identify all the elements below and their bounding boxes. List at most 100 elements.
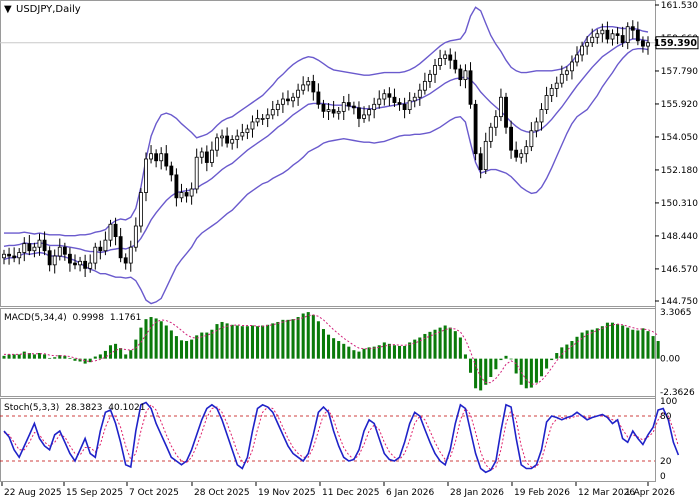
candle — [417, 83, 422, 106]
candle — [57, 238, 62, 261]
macd-bar — [387, 343, 391, 359]
candle — [483, 132, 488, 174]
macd-bar — [215, 324, 219, 359]
candle — [544, 86, 549, 115]
macd-bar — [174, 336, 178, 359]
macd-bar — [32, 354, 36, 359]
candle — [93, 242, 98, 270]
macd-bar — [357, 351, 361, 359]
macd-bar — [392, 345, 396, 359]
macd-bar — [17, 354, 21, 359]
macd-bar — [621, 325, 625, 359]
candle — [620, 26, 625, 47]
candle — [468, 62, 473, 109]
candle — [590, 28, 595, 47]
candle — [367, 105, 372, 122]
stoch-main-line — [3, 401, 680, 474]
macd-bar — [164, 325, 168, 359]
price-axis-tick-label: 161.530 — [661, 1, 698, 11]
macd-bar — [382, 342, 386, 359]
candle — [291, 92, 295, 108]
candle — [433, 58, 437, 83]
candle — [357, 101, 361, 128]
candle — [554, 76, 559, 98]
candle — [118, 227, 123, 263]
macd-bar — [342, 343, 346, 359]
candle — [250, 115, 255, 138]
macd-bar — [550, 358, 554, 361]
macd-bar — [108, 345, 113, 359]
macd-bar — [428, 331, 432, 359]
macd-bar — [129, 350, 133, 359]
candle — [397, 98, 402, 111]
bollinger-middle-line — [3, 38, 649, 254]
candle — [103, 231, 108, 256]
macd-title-name: MACD(5,34,4) — [4, 313, 67, 323]
price-axis-tick-label: 146.570 — [661, 265, 698, 275]
macd-bar — [448, 327, 452, 359]
macd-bar — [605, 322, 609, 359]
candle — [108, 219, 113, 247]
candle — [68, 247, 72, 272]
candle — [316, 83, 321, 109]
macd-bar — [235, 325, 239, 359]
candle — [585, 36, 590, 55]
macd-bar — [73, 358, 77, 361]
candle — [514, 141, 519, 162]
macd-bar — [570, 341, 574, 359]
macd-histogram — [2, 312, 660, 391]
macd-bar — [403, 345, 407, 359]
candle — [255, 109, 260, 127]
candle — [453, 51, 458, 74]
candle — [230, 135, 235, 150]
price-panel — [0, 0, 656, 307]
macd-bar — [534, 358, 538, 383]
candle — [346, 93, 351, 111]
macd-bar — [321, 329, 325, 359]
candle — [372, 97, 377, 119]
macd-bar — [286, 319, 290, 359]
x-axis-tick-label: 1 Apr 2026 — [625, 488, 675, 498]
stoch-axis-tick-label: 80 — [660, 412, 672, 422]
candle — [448, 48, 453, 69]
macd-bar — [636, 330, 640, 359]
dropdown-arrow-icon[interactable]: ▼ — [4, 4, 12, 15]
macd-bar — [474, 358, 478, 389]
candle — [27, 235, 32, 256]
macd-bar — [169, 330, 173, 359]
candle — [534, 117, 539, 138]
price-chart-title: USDJPY,Daily — [16, 4, 81, 15]
macd-bar — [220, 321, 224, 359]
macd-bar — [93, 356, 97, 359]
macd-bar — [306, 312, 310, 359]
candle — [265, 108, 270, 128]
x-axis-tick-label: 19 Feb 2026 — [514, 488, 570, 498]
candle — [407, 92, 412, 115]
macd-bar — [154, 318, 158, 359]
macd-bar — [225, 323, 229, 359]
candle — [52, 249, 57, 274]
macd-bar — [301, 313, 305, 359]
candle — [478, 147, 483, 179]
x-axis-tick-label: 6 Jan 2026 — [386, 488, 434, 498]
stochastic-lines — [0, 401, 680, 474]
candle — [331, 100, 336, 118]
macd-bar — [185, 341, 189, 359]
macd-bar — [22, 351, 26, 359]
macd-bar — [68, 357, 72, 359]
x-axis-tick-label: 15 Sep 2025 — [66, 488, 123, 498]
macd-bar — [377, 345, 381, 359]
candle — [62, 242, 67, 261]
stoch-axis-tick-label: 100 — [660, 397, 677, 407]
candle — [321, 99, 326, 118]
x-axis-tick-label: 22 Aug 2025 — [4, 488, 62, 498]
macd-bar — [311, 314, 315, 359]
macd-bar — [144, 319, 148, 359]
macd-bar — [119, 348, 123, 359]
macd-bar — [423, 333, 427, 359]
macd-bar — [585, 330, 589, 359]
macd-bar — [443, 325, 447, 359]
macd-bar — [27, 353, 31, 359]
